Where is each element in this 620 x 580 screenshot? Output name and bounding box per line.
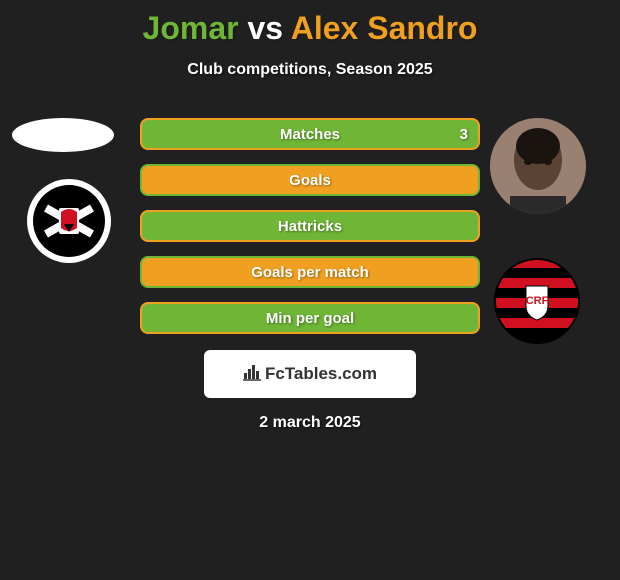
player1-name: Jomar — [143, 10, 239, 46]
fctables-logo-box[interactable]: FcTables.com — [204, 350, 416, 398]
stat-label: Hattricks — [278, 218, 342, 235]
stat-right-value: 3 — [460, 126, 468, 143]
bar-chart-icon — [243, 363, 261, 386]
svg-text:CRF: CRF — [526, 295, 549, 307]
player2-club-badge: CRF — [494, 258, 580, 344]
stat-label: Goals per match — [251, 264, 369, 281]
stat-label: Min per goal — [266, 310, 354, 327]
stat-bar-goals-per-match: Goals per match — [140, 256, 480, 288]
stat-bar-min-per-goal: Min per goal — [140, 302, 480, 334]
player1-avatar — [12, 118, 114, 152]
comparison-title: Jomar vs Alex Sandro — [0, 0, 620, 47]
player2-name: Alex Sandro — [291, 10, 478, 46]
player1-club-badge — [26, 178, 112, 264]
subtitle: Club competitions, Season 2025 — [0, 61, 620, 79]
stat-label: Goals — [289, 172, 331, 189]
stats-column: Matches 3 Goals Hattricks Goals per matc… — [140, 118, 480, 348]
vasco-badge-icon — [26, 178, 112, 264]
stat-bar-matches: Matches 3 — [140, 118, 480, 150]
flamengo-badge-icon: CRF — [494, 258, 580, 344]
player2-avatar — [490, 118, 586, 214]
stat-bar-hattricks: Hattricks — [140, 210, 480, 242]
vs-text: vs — [247, 10, 283, 46]
fctables-logo-text: FcTables.com — [265, 364, 377, 384]
player2-silhouette-icon — [490, 118, 586, 214]
comparison-date: 2 march 2025 — [0, 414, 620, 432]
stat-bar-goals: Goals — [140, 164, 480, 196]
stat-label: Matches — [280, 126, 340, 143]
comparison-card: Jomar vs Alex Sandro Club competitions, … — [0, 0, 620, 580]
